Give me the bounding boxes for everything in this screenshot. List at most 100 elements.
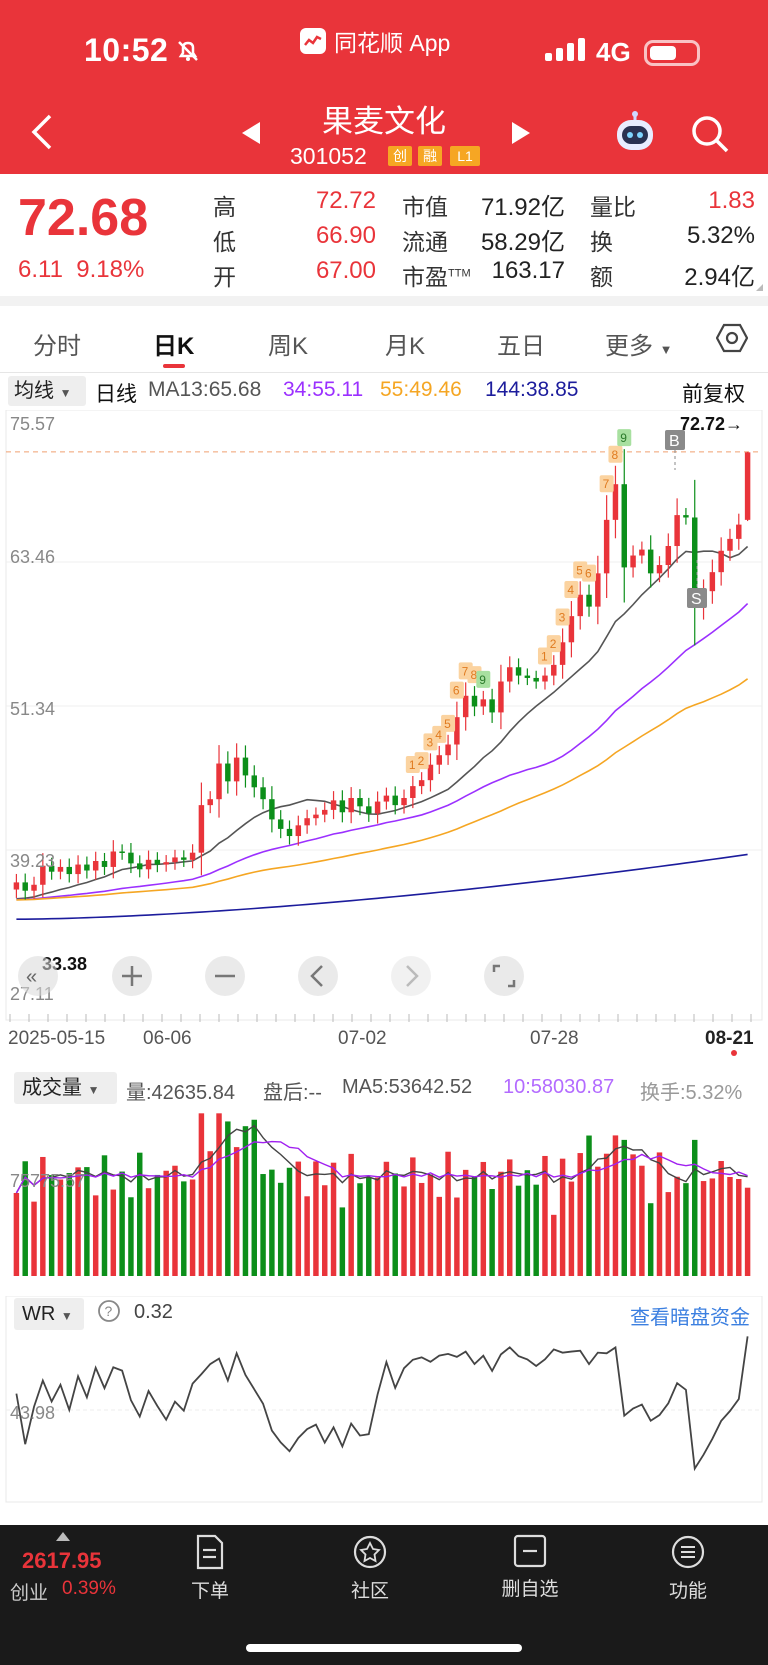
vr-label: 量比 bbox=[590, 194, 636, 220]
tab-intraday[interactable]: 分时 bbox=[33, 333, 81, 360]
period-label: 日线 bbox=[95, 383, 137, 406]
candle-body bbox=[110, 851, 117, 867]
prev-stock-icon[interactable] bbox=[240, 120, 262, 151]
remove-watchlist-icon bbox=[513, 1534, 547, 1568]
ma-select[interactable]: 均线 ▼ bbox=[8, 376, 86, 406]
fullscreen-icon[interactable] bbox=[484, 956, 524, 996]
volume-bar bbox=[577, 1153, 583, 1276]
next-stock-icon[interactable] bbox=[510, 120, 532, 151]
candle-body bbox=[595, 573, 601, 607]
candle-body bbox=[445, 744, 451, 756]
nav-community-label: 社区 bbox=[350, 1581, 389, 1602]
ma34-value: 34:55.11 bbox=[283, 378, 364, 401]
svg-text:9: 9 bbox=[620, 431, 627, 445]
zoom-in-icon[interactable] bbox=[112, 956, 152, 996]
svg-text:3: 3 bbox=[559, 610, 566, 624]
candle-body bbox=[418, 780, 425, 787]
nav-community[interactable]: 社区 bbox=[310, 1534, 430, 1603]
app-name: 同花顺 App bbox=[300, 24, 450, 58]
volume-bar bbox=[656, 1152, 663, 1276]
vol-ma5-line bbox=[15, 1124, 748, 1194]
community-star-icon bbox=[353, 1535, 387, 1569]
ma-select-label: 均线 bbox=[14, 380, 54, 402]
last-price: 72.68 bbox=[18, 189, 149, 247]
candle-body bbox=[542, 675, 548, 682]
volume-bar bbox=[172, 1165, 178, 1276]
buy-sign-label: B bbox=[669, 433, 680, 450]
volume-bar bbox=[736, 1179, 742, 1276]
volume-bar bbox=[286, 1167, 293, 1276]
tab-monthly-k[interactable]: 月K bbox=[385, 333, 426, 360]
index-name: 创业 bbox=[10, 1583, 49, 1604]
search-icon[interactable] bbox=[690, 114, 730, 159]
volume-select[interactable]: 成交量 ▼ bbox=[14, 1072, 117, 1104]
wr-chart[interactable]: 43.98 bbox=[0, 1296, 768, 1506]
volume-bar bbox=[507, 1159, 513, 1276]
help-icon[interactable]: ? bbox=[97, 1299, 121, 1329]
nav-order[interactable]: 下单 bbox=[150, 1534, 270, 1603]
volume-bar bbox=[22, 1161, 28, 1276]
volume-bar bbox=[31, 1201, 37, 1276]
mute-bell-icon bbox=[175, 38, 201, 69]
candle-body bbox=[524, 675, 531, 678]
candle-body bbox=[31, 884, 37, 891]
candle-body bbox=[145, 859, 152, 870]
volume-bar bbox=[524, 1170, 531, 1276]
candle-body bbox=[181, 857, 187, 860]
candle-body bbox=[75, 864, 81, 875]
volume-bar bbox=[128, 1197, 134, 1276]
zoom-out-icon[interactable] bbox=[205, 956, 245, 996]
volume-bar bbox=[48, 1175, 55, 1276]
volume-bar bbox=[154, 1174, 161, 1276]
volume-bar bbox=[410, 1157, 416, 1276]
tab-five-day[interactable]: 五日 bbox=[497, 333, 545, 360]
tab-more[interactable]: 更多 ▼ bbox=[605, 326, 673, 361]
vr-value: 1.83 bbox=[708, 187, 755, 214]
svg-text:5: 5 bbox=[576, 563, 583, 577]
scroll-left-icon[interactable]: « bbox=[18, 956, 58, 996]
tab-weekly-k[interactable]: 周K bbox=[268, 333, 309, 360]
volume-bar bbox=[515, 1185, 522, 1276]
candle-body bbox=[401, 797, 407, 806]
volume-bar bbox=[542, 1155, 548, 1276]
volume-bar bbox=[427, 1174, 434, 1276]
settings-hexagon-icon[interactable] bbox=[715, 322, 749, 359]
back-icon[interactable] bbox=[30, 112, 54, 157]
chevron-down-icon: ▼ bbox=[87, 1083, 100, 1097]
vol-ma5: MA5:53642.52 bbox=[342, 1076, 473, 1098]
candle-body bbox=[295, 825, 302, 837]
quote-panel bbox=[0, 174, 768, 294]
functions-menu-icon bbox=[671, 1535, 705, 1569]
wr-value: 0.32 bbox=[134, 1301, 173, 1323]
robot-assistant-icon[interactable] bbox=[612, 110, 658, 161]
move-right-icon[interactable] bbox=[391, 956, 431, 996]
candle-body bbox=[374, 801, 381, 814]
candle-body bbox=[674, 515, 680, 547]
expand-corner-icon[interactable] bbox=[756, 284, 763, 291]
volume-bar bbox=[480, 1161, 487, 1276]
index-value[interactable]: 2617.95 bbox=[22, 1548, 102, 1573]
nav-functions[interactable]: 功能 bbox=[628, 1534, 748, 1603]
volume-bar bbox=[242, 1126, 249, 1276]
ma55-value: 55:49.46 bbox=[380, 378, 462, 401]
volume-bar bbox=[374, 1177, 381, 1276]
tag-l1: L1 bbox=[450, 146, 480, 166]
nav-remove-watchlist[interactable]: 删自选 bbox=[470, 1534, 590, 1601]
low-label: 低 bbox=[213, 229, 236, 255]
tab-daily-k[interactable]: 日K bbox=[153, 333, 195, 360]
dark-pool-link[interactable]: 查看暗盘资金 bbox=[630, 1307, 750, 1329]
adjust-mode[interactable]: 前复权 bbox=[682, 383, 745, 406]
volume-select-label: 成交量 bbox=[22, 1077, 82, 1099]
move-left-icon[interactable] bbox=[298, 956, 338, 996]
candle-body bbox=[366, 806, 372, 814]
pe-label: 市盈TTM bbox=[402, 258, 471, 292]
volume-chart[interactable]: 75775.57 bbox=[0, 1108, 768, 1278]
volume-bar bbox=[366, 1177, 372, 1276]
volume-bar bbox=[101, 1155, 108, 1276]
volume-bar bbox=[744, 1187, 751, 1276]
candle-body bbox=[630, 555, 636, 568]
candle-body bbox=[198, 805, 205, 853]
candle-body bbox=[330, 800, 337, 810]
wr-select[interactable]: WR ▼ bbox=[14, 1298, 84, 1330]
